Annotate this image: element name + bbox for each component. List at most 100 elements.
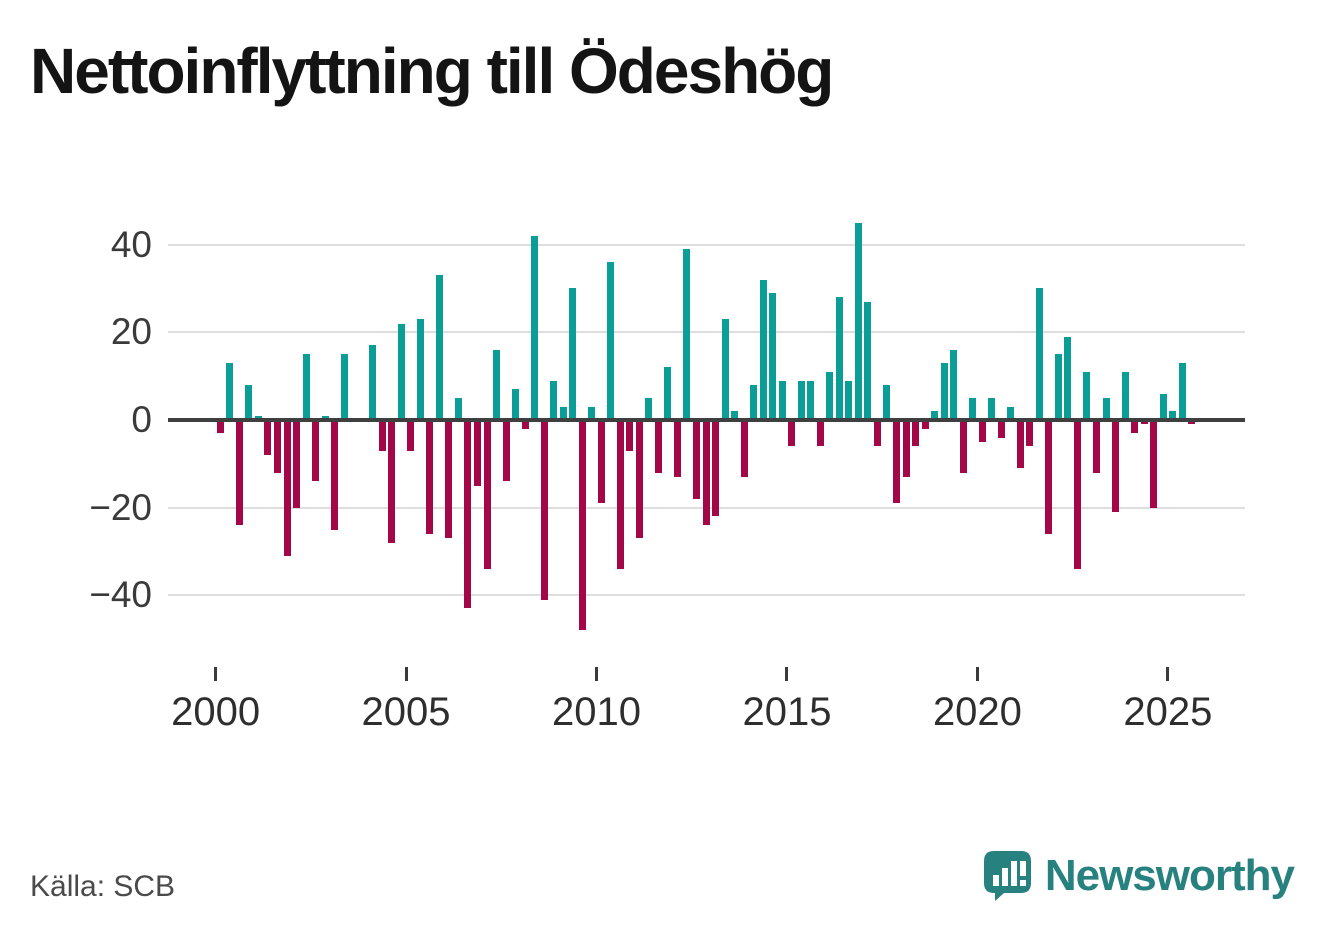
bar-2004Q4	[397, 323, 405, 420]
bar-2012Q2	[683, 249, 691, 420]
bar-2007Q1	[483, 420, 491, 570]
bar-2024Q1	[1131, 420, 1139, 434]
bar-2016Q4	[854, 222, 862, 420]
bar-2011Q3	[654, 420, 662, 473]
bar-2016Q3	[845, 380, 853, 420]
x-tick-2020	[975, 667, 979, 681]
bar-2019Q1	[940, 363, 948, 420]
bar-2005Q2	[416, 319, 424, 420]
bar-2024Q4	[1159, 393, 1167, 420]
bar-2011Q1	[635, 420, 643, 539]
y-axis-label-0: 0	[131, 399, 152, 440]
y-axis-label-40: 40	[110, 223, 152, 265]
bar-2018Q2	[912, 420, 920, 447]
y-axis-label-20: 20	[110, 311, 152, 353]
x-axis-label-2025: 2025	[1123, 690, 1213, 734]
bar-2020Q4	[1007, 406, 1015, 420]
bar-2004Q2	[378, 420, 386, 451]
bar-2016Q1	[826, 371, 834, 420]
bar-2006Q2	[454, 398, 462, 420]
bar-2021Q3	[1035, 288, 1043, 420]
bar-2009Q3	[578, 420, 586, 631]
x-axis-label-2010: 2010	[552, 690, 641, 734]
bar-2018Q1	[902, 420, 910, 477]
bar-2001Q4	[283, 420, 291, 556]
bar-2014Q3	[769, 292, 777, 420]
bar-2007Q2	[493, 349, 501, 420]
x-axis-label-2000: 2000	[171, 690, 261, 734]
bar-2017Q1	[864, 301, 872, 420]
bar-2001Q1	[254, 415, 262, 420]
bar-2015Q2	[797, 380, 805, 420]
bar-2017Q4	[892, 420, 900, 504]
bar-2022Q3	[1073, 420, 1081, 570]
bar-2018Q3	[921, 420, 929, 429]
bar-2011Q4	[664, 367, 672, 420]
x-tick-2015	[785, 667, 789, 681]
gridline-20	[168, 331, 1245, 334]
bar-2020Q1	[978, 420, 986, 442]
bar-2025Q1	[1169, 411, 1177, 420]
gridline--40	[168, 594, 1245, 597]
bar-2001Q3	[273, 420, 281, 473]
bar-2013Q1	[712, 420, 720, 517]
bar-2000Q3	[235, 420, 243, 526]
y-axis-label--40: −40	[89, 574, 152, 616]
bar-2020Q2	[988, 398, 996, 420]
bar-2008Q1	[521, 420, 529, 429]
bar-2013Q4	[740, 420, 748, 477]
bar-2004Q1	[369, 345, 377, 420]
zero-axis-line	[168, 418, 1245, 422]
bar-2009Q2	[569, 288, 577, 420]
bar-2002Q1	[293, 420, 301, 508]
x-tick-2005	[404, 667, 408, 681]
bar-2005Q1	[407, 420, 415, 451]
x-tick-2010	[595, 667, 599, 681]
bar-2000Q2	[226, 363, 234, 420]
bar-2019Q2	[950, 349, 958, 420]
bar-2013Q3	[731, 411, 739, 420]
bar-2013Q2	[721, 319, 729, 420]
bar-2007Q3	[502, 420, 510, 482]
bar-2014Q4	[778, 380, 786, 420]
bar-2017Q2	[873, 420, 881, 447]
bar-2023Q2	[1102, 398, 1110, 420]
bar-2006Q1	[445, 420, 453, 539]
bar-2019Q3	[959, 420, 967, 473]
bar-2005Q3	[426, 420, 434, 534]
bar-2023Q3	[1112, 420, 1120, 513]
bar-2010Q2	[607, 262, 615, 420]
source-note: Källa: SCB	[30, 870, 176, 903]
bar-2010Q3	[616, 420, 624, 570]
brand-logo: Newsworthy	[983, 848, 1295, 904]
bar-2011Q2	[645, 398, 653, 420]
newsworthy-speech-bubble-bar-chart-icon	[983, 851, 1031, 901]
bar-2025Q3	[1188, 420, 1196, 425]
x-tick-2025	[1166, 667, 1170, 681]
bar-2003Q2	[340, 354, 348, 420]
bar-2023Q4	[1121, 371, 1129, 420]
bar-2009Q4	[588, 406, 596, 420]
bar-2004Q3	[388, 420, 396, 543]
x-axis-label-2020: 2020	[932, 690, 1022, 734]
bar-2020Q3	[997, 420, 1005, 438]
bar-2015Q1	[788, 420, 796, 447]
bar-2021Q4	[1045, 420, 1053, 534]
bar-2024Q2	[1140, 420, 1148, 425]
bar-2021Q1	[1016, 420, 1024, 469]
bar-2010Q1	[597, 420, 605, 504]
bar-2014Q1	[750, 384, 758, 420]
bar-2002Q3	[312, 420, 320, 482]
bar-2000Q4	[245, 384, 253, 420]
bar-2023Q1	[1092, 420, 1100, 473]
y-axis-label--20: −20	[89, 486, 152, 528]
bar-2008Q2	[531, 235, 539, 420]
bar-2015Q4	[816, 420, 824, 447]
bar-2009Q1	[559, 406, 567, 420]
bar-2022Q1	[1054, 354, 1062, 420]
bar-2003Q1	[331, 420, 339, 530]
bar-2008Q3	[540, 420, 548, 600]
bar-2002Q2	[302, 354, 310, 420]
bar-2002Q4	[321, 415, 329, 420]
